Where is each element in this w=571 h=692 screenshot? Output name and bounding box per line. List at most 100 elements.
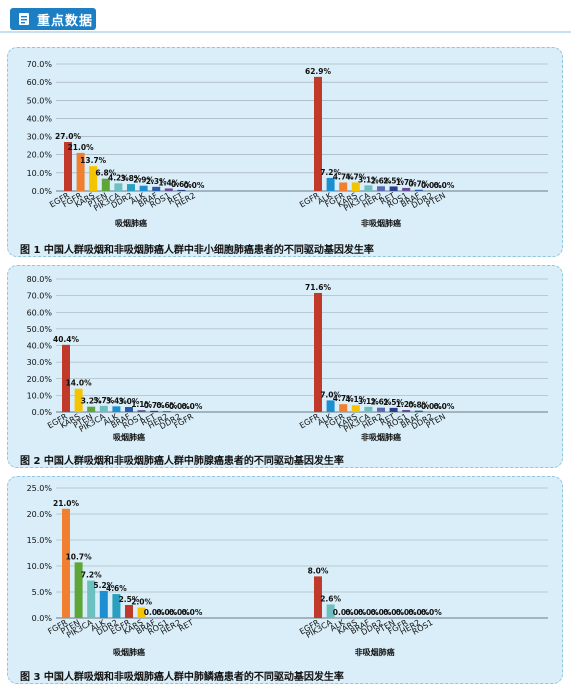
chart-2-caption: 图 2 中国人群吸烟和非吸烟肺癌人群中肺腺癌患者的不同驱动基因发生率 <box>20 456 344 467</box>
bar <box>351 182 360 191</box>
bar <box>137 607 146 618</box>
y-tick-label: 25.0% <box>27 484 53 493</box>
data-label: 2.5% <box>119 595 140 604</box>
chart-panel-3: 0.0% 5.0% 10.0% 15.0% 20.0% 25.0% 21.0% FGFR 10.… <box>7 476 563 684</box>
data-label: 1.1% <box>131 400 152 409</box>
data-label: 7.0% <box>320 390 341 399</box>
bar <box>377 407 385 412</box>
y-tick-label: 20.0% <box>27 510 53 519</box>
bar <box>326 177 335 191</box>
data-label: 0.7% <box>408 180 429 189</box>
bar <box>64 142 72 191</box>
data-label: 3.0% <box>119 397 140 406</box>
y-tick-label: 70.0% <box>27 60 53 69</box>
y-tick-label: 0.0% <box>32 408 53 417</box>
bar <box>414 189 423 191</box>
data-label: 0.0% <box>182 608 203 617</box>
y-tick-label: 0.0% <box>32 187 53 196</box>
data-label: 3.8% <box>121 174 142 183</box>
y-tick-label: 5.0% <box>32 588 53 597</box>
bar <box>101 178 110 191</box>
data-label: 2.3% <box>146 177 167 186</box>
data-label: 5.2% <box>93 581 114 590</box>
data-label: 2.6% <box>371 398 392 407</box>
bar <box>389 186 398 191</box>
y-tick-label: 10.0% <box>27 562 53 571</box>
data-label: 0.0% <box>144 608 165 617</box>
data-label: 0.0% <box>169 608 190 617</box>
bar <box>127 184 135 191</box>
bar <box>364 406 373 412</box>
bar <box>326 400 335 412</box>
y-tick-label: 40.0% <box>27 114 53 123</box>
bar <box>339 404 348 412</box>
data-label: 1.4% <box>158 178 179 187</box>
bar <box>99 590 108 618</box>
data-label: 0.0% <box>156 608 177 617</box>
bar <box>162 411 171 412</box>
data-label: 7.2% <box>320 168 341 177</box>
group-label: 吸烟肺癌 <box>113 432 145 442</box>
data-label: 2.0% <box>131 598 152 607</box>
data-label: 10.7% <box>66 552 93 561</box>
data-label: 4.7% <box>345 172 366 181</box>
bar <box>137 410 146 412</box>
bar <box>125 605 133 618</box>
y-tick-label: 60.0% <box>27 78 53 87</box>
y-tick-label: 30.0% <box>27 133 53 142</box>
y-tick-label: 20.0% <box>27 151 53 160</box>
data-label: 3.2% <box>81 397 102 406</box>
bar <box>364 185 373 191</box>
category-label: RET <box>177 618 195 634</box>
bar <box>164 188 173 191</box>
data-label: 71.6% <box>305 283 332 292</box>
data-label: 0.0% <box>345 608 366 617</box>
y-tick-label: 15.0% <box>27 536 53 545</box>
data-label: 0.0% <box>421 181 442 190</box>
data-label: 1.7% <box>396 178 417 187</box>
data-label: 6.8% <box>95 169 116 178</box>
bar <box>76 152 85 191</box>
chart-panel-1: 0.0% 10.0% 20.0% 30.0% 40.0% 50.0% 60.0% 70.0% 2… <box>7 47 563 257</box>
bar <box>339 182 348 191</box>
bar <box>89 166 98 191</box>
data-label: 4.2% <box>108 173 129 182</box>
bar <box>112 406 121 412</box>
data-label: 0.0% <box>184 181 205 190</box>
data-label: 3.1% <box>358 175 379 184</box>
data-label: 0.7% <box>144 401 165 410</box>
data-label: 0.0% <box>182 402 203 411</box>
bar <box>125 407 133 412</box>
data-label: 4.1% <box>345 395 366 404</box>
data-label: 4.7% <box>333 394 354 403</box>
section-title: 重点数据 <box>37 13 94 29</box>
data-label: 2.6% <box>320 594 341 603</box>
bar <box>112 594 121 618</box>
data-label: 0.0% <box>421 608 442 617</box>
bar <box>62 344 70 412</box>
bar <box>99 405 108 412</box>
data-label: 1.2% <box>396 400 417 409</box>
group-label: 吸烟肺癌 <box>115 218 147 228</box>
chart-1-caption: 图 1 中国人群吸烟和非吸烟肺癌人群中非小细胞肺癌患者的不同驱动基因发生率 <box>20 245 374 256</box>
data-label: 2.5% <box>383 398 404 407</box>
data-label: 21.0% <box>53 499 80 508</box>
y-tick-label: 70.0% <box>27 292 53 301</box>
y-tick-label: 40.0% <box>27 342 53 351</box>
y-tick-label: 60.0% <box>27 308 53 317</box>
bar <box>139 185 148 191</box>
doc-icon <box>15 10 33 28</box>
bar <box>62 508 70 618</box>
bar <box>314 292 322 412</box>
group-label: 非吸烟肺癌 <box>355 647 395 657</box>
bar <box>74 388 83 412</box>
data-label: 40.4% <box>53 335 80 344</box>
data-label: 7.2% <box>81 571 102 580</box>
data-label: 0.0% <box>434 181 455 190</box>
data-label: 0.0% <box>333 608 354 617</box>
data-label: 0.0% <box>358 608 379 617</box>
data-label: 0.0% <box>421 402 442 411</box>
data-label: 0.0% <box>371 608 392 617</box>
bar <box>389 407 398 412</box>
group-label: 非吸烟肺癌 <box>361 432 401 442</box>
